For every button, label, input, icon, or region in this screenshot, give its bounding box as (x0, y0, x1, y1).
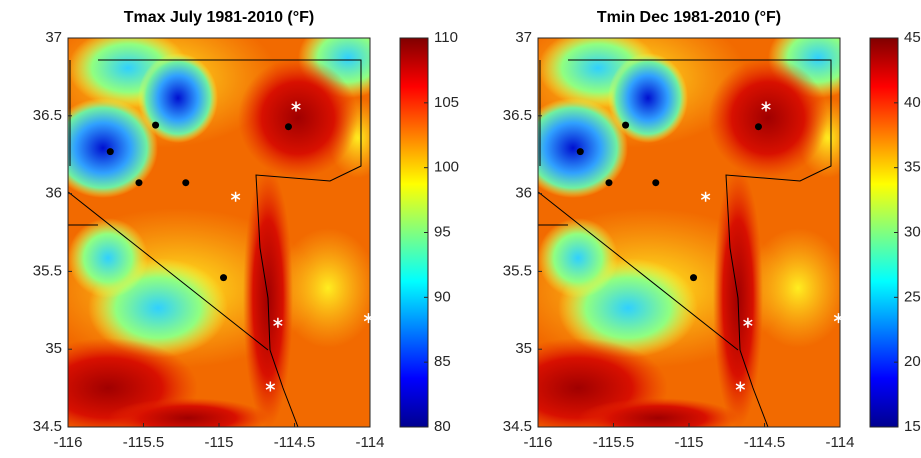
colorbar-tick-label: 90 (434, 288, 451, 305)
y-tick-label: 37 (515, 29, 532, 46)
x-tick-label: -115 (205, 434, 234, 451)
y-tick-label: 36 (45, 185, 62, 202)
x-tick-label: -114.5 (744, 434, 785, 451)
station-dot (652, 179, 660, 187)
y-tick-label: 34.5 (33, 418, 62, 435)
station-star (265, 381, 276, 392)
station-dot (220, 274, 228, 282)
x-tick-label: -114 (356, 434, 385, 451)
x-tick-label: -115.5 (593, 434, 634, 451)
chart-title: Tmax July 1981-2010 (°F) (124, 9, 315, 26)
colorbar-tick-label: 40 (904, 94, 921, 111)
y-tick-label: 37 (45, 29, 62, 46)
colorbar-tick-label: 30 (904, 223, 921, 240)
y-tick-label: 34.5 (503, 418, 532, 435)
colorbar-tick-label: 100 (434, 159, 459, 176)
y-tick-label: 36 (515, 185, 532, 202)
y-tick-label: 36.5 (33, 107, 62, 124)
x-tick-label: -114.5 (274, 434, 315, 451)
station-star (291, 101, 301, 112)
colorbar-tick-label: 15 (904, 418, 921, 435)
colorbar-tick-label: 20 (904, 353, 921, 370)
y-tick-label: 35.5 (503, 262, 532, 279)
station-star (735, 381, 746, 392)
station-dot (284, 123, 292, 131)
station-star (230, 191, 241, 202)
station-dot (576, 148, 584, 156)
colorbar-tick-label: 105 (434, 94, 459, 111)
y-tick-label: 35.5 (33, 262, 62, 279)
station-dot (135, 179, 143, 187)
station-dot (605, 179, 613, 187)
x-tick-label: -115 (675, 434, 704, 451)
x-tick-label: -116 (54, 434, 83, 451)
colorbar-tick-label: 45 (904, 29, 921, 46)
x-tick-label: -116 (524, 434, 553, 451)
colorbar-tick-label: 110 (434, 29, 458, 46)
station-star (833, 313, 844, 324)
station-dot (754, 123, 762, 131)
station-star (743, 317, 753, 328)
x-tick-label: -115.5 (123, 434, 164, 451)
y-tick-label: 36.5 (503, 107, 532, 124)
colorbar-tick-label: 95 (434, 223, 451, 240)
colorbar-tick-label: 80 (434, 418, 451, 435)
y-tick-label: 35 (45, 340, 62, 357)
map-raster (538, 38, 840, 427)
colorbar-tick-label: 35 (904, 159, 921, 176)
y-tick-label: 35 (515, 340, 532, 357)
station-star (761, 101, 771, 112)
station-star (363, 313, 374, 324)
station-dot (622, 121, 630, 129)
station-dot (690, 274, 698, 282)
station-star (273, 317, 283, 328)
colorbar (869, 37, 899, 428)
colorbar (399, 37, 429, 428)
colorbar-tick-label: 25 (904, 288, 921, 305)
colorbar-tick-label: 85 (434, 353, 451, 370)
station-dot (182, 179, 190, 187)
x-tick-label: -114 (826, 434, 855, 451)
chart-title: Tmin Dec 1981-2010 (°F) (597, 9, 781, 26)
station-dot (106, 148, 114, 156)
station-star (700, 191, 711, 202)
map-raster (68, 38, 370, 427)
station-dot (152, 121, 160, 129)
